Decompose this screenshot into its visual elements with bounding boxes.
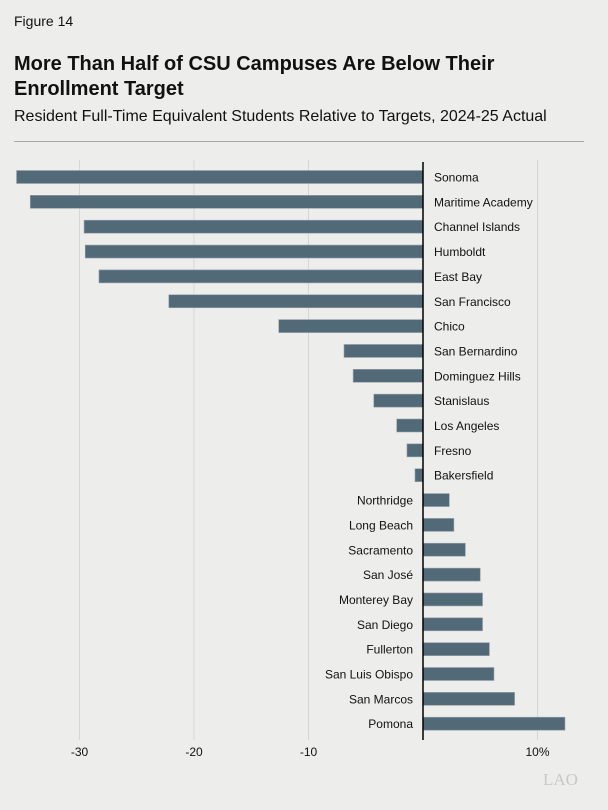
category-label: East Bay bbox=[434, 270, 482, 284]
category-label: Pomona bbox=[368, 717, 413, 731]
bar bbox=[422, 518, 455, 532]
category-label: Stanislaus bbox=[434, 394, 489, 408]
bar bbox=[396, 418, 424, 433]
x-tick-label: 10% bbox=[525, 745, 549, 759]
divider bbox=[14, 141, 584, 142]
category-label: Chico bbox=[434, 320, 465, 334]
bar bbox=[343, 344, 424, 358]
chart-title: More Than Half of CSU Campuses Are Below… bbox=[14, 53, 495, 100]
category-label: Monterey Bay bbox=[339, 593, 413, 607]
category-label: Sacramento bbox=[348, 543, 413, 557]
bar bbox=[84, 244, 424, 259]
bar bbox=[422, 716, 566, 731]
category-label: San Bernardino bbox=[434, 344, 518, 358]
category-label: Long Beach bbox=[349, 518, 413, 532]
bar bbox=[414, 468, 424, 483]
x-tick-label: -30 bbox=[71, 745, 89, 759]
category-label: Los Angeles bbox=[434, 419, 499, 433]
bar bbox=[352, 368, 424, 383]
x-tick-label: -10 bbox=[300, 745, 318, 759]
bar bbox=[98, 269, 424, 284]
category-label: San Francisco bbox=[434, 295, 511, 309]
bar bbox=[422, 692, 515, 706]
bar bbox=[83, 219, 424, 234]
bar bbox=[16, 170, 424, 184]
figure-label: Figure 14 bbox=[14, 13, 74, 29]
bar bbox=[29, 195, 424, 209]
category-label: Fresno bbox=[434, 444, 472, 458]
bar bbox=[422, 542, 466, 557]
bar bbox=[422, 493, 450, 507]
lao-logo: LAO bbox=[543, 770, 578, 789]
chart-subtitle: Resident Full-Time Equivalent Students R… bbox=[14, 108, 547, 125]
bar bbox=[278, 319, 424, 333]
bar bbox=[422, 667, 495, 681]
bar bbox=[422, 567, 481, 582]
category-label: Dominguez Hills bbox=[434, 369, 521, 383]
bar bbox=[422, 617, 483, 632]
category-label: San Diego bbox=[357, 618, 413, 632]
category-label: Bakersfield bbox=[434, 469, 493, 483]
category-label: Fullerton bbox=[366, 643, 413, 657]
category-label: Sonoma bbox=[434, 171, 479, 185]
bar bbox=[422, 642, 490, 656]
category-label: Northridge bbox=[357, 494, 413, 508]
category-label: San José bbox=[363, 568, 413, 582]
category-label: Humboldt bbox=[434, 245, 486, 259]
category-label: San Luis Obispo bbox=[325, 668, 413, 682]
bar bbox=[373, 393, 424, 408]
bar bbox=[422, 592, 483, 607]
bar bbox=[168, 294, 424, 309]
category-label: Maritime Academy bbox=[434, 195, 533, 209]
category-label: Channel Islands bbox=[434, 220, 520, 234]
category-label: San Marcos bbox=[349, 692, 413, 706]
bar bbox=[406, 443, 424, 458]
x-tick-label: -20 bbox=[185, 745, 203, 759]
